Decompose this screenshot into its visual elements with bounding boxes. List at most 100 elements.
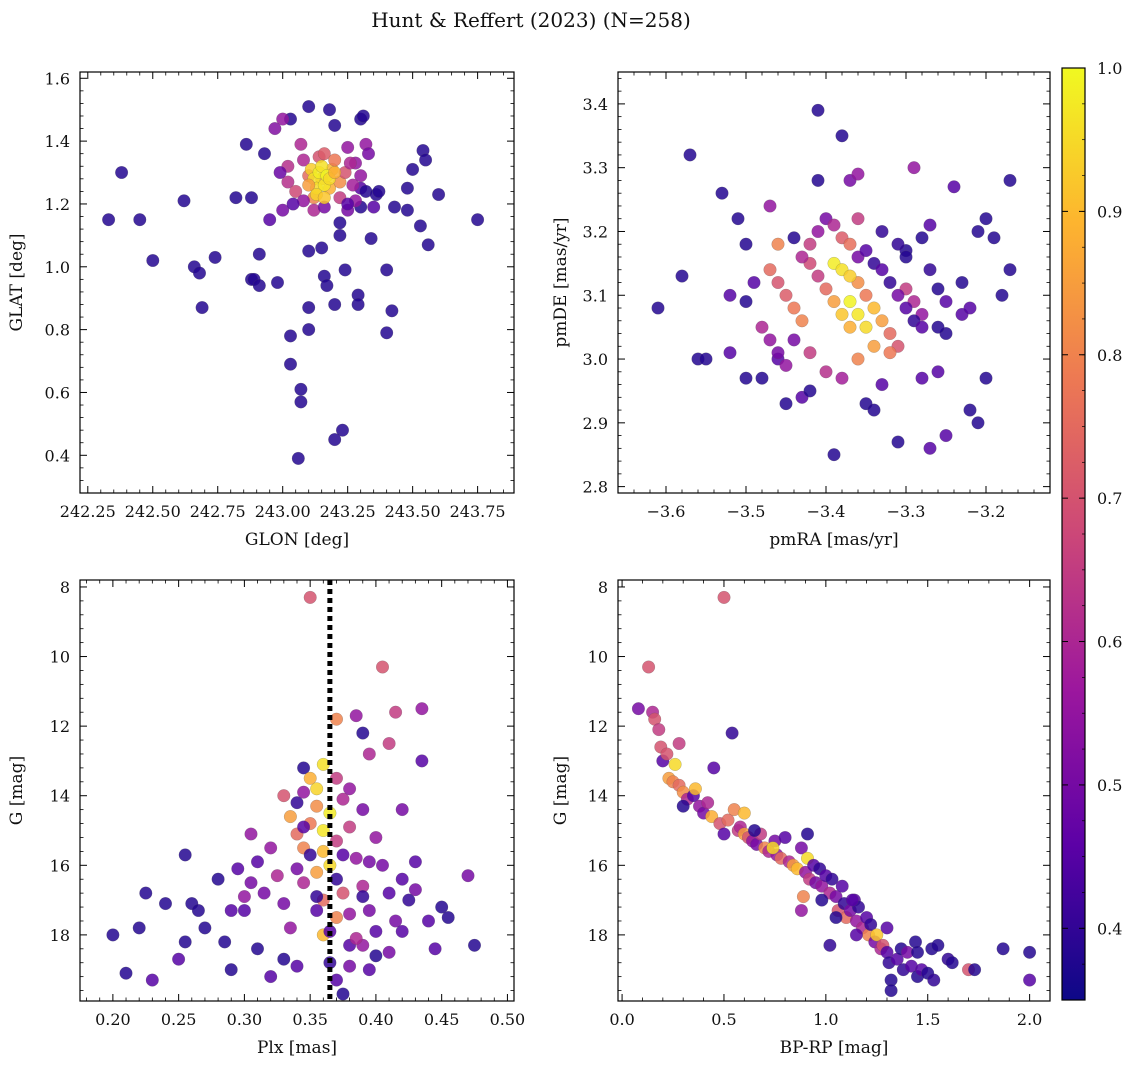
data-point bbox=[688, 782, 702, 796]
y-tick-label: 10 bbox=[588, 648, 608, 667]
data-point bbox=[294, 395, 308, 409]
data-point bbox=[779, 288, 793, 302]
data-point bbox=[851, 212, 865, 226]
data-point bbox=[979, 371, 993, 385]
data-point bbox=[415, 754, 429, 768]
data-point bbox=[723, 288, 737, 302]
data-point bbox=[859, 288, 873, 302]
data-point bbox=[376, 660, 390, 674]
data-point bbox=[939, 429, 953, 443]
colorbar-tick-label: 0.9 bbox=[1097, 202, 1122, 221]
data-point bbox=[264, 841, 278, 855]
x-axis-label: GLON [deg] bbox=[245, 530, 349, 550]
data-point bbox=[996, 942, 1010, 956]
color-magnitude-panel: 0.0 0.5 1.0 1.5 2.0 8 10 12 14 16 18 BP-RP [mag] G [… bbox=[551, 578, 1051, 1058]
data-point bbox=[683, 148, 697, 162]
data-point bbox=[875, 263, 889, 277]
data-point bbox=[362, 963, 376, 977]
data-point bbox=[721, 813, 735, 827]
y-tick-label: 3.3 bbox=[583, 159, 608, 178]
data-point bbox=[421, 238, 435, 252]
data-point bbox=[252, 279, 266, 293]
data-point bbox=[250, 942, 264, 956]
data-point bbox=[652, 723, 666, 737]
data-point bbox=[273, 165, 287, 179]
data-point bbox=[927, 973, 941, 987]
data-point bbox=[915, 371, 929, 385]
data-point bbox=[268, 122, 282, 136]
data-point bbox=[406, 162, 420, 176]
data-point bbox=[880, 921, 894, 935]
y-tick-label: 0.8 bbox=[45, 321, 70, 340]
data-point bbox=[237, 904, 251, 918]
data-point bbox=[419, 153, 433, 167]
data-point bbox=[302, 178, 316, 192]
data-point bbox=[286, 197, 300, 211]
data-point bbox=[303, 771, 317, 785]
data-point bbox=[178, 848, 192, 862]
data-point bbox=[302, 323, 316, 337]
colorbar-tick-label: 1.0 bbox=[1097, 59, 1122, 78]
data-point bbox=[717, 827, 731, 841]
cmd-points bbox=[631, 590, 1037, 998]
y-tick-label: 14 bbox=[50, 787, 70, 806]
data-point bbox=[302, 301, 316, 315]
data-point bbox=[642, 660, 656, 674]
data-point bbox=[819, 282, 833, 296]
data-point bbox=[294, 137, 308, 151]
data-point bbox=[987, 231, 1001, 245]
data-point bbox=[923, 263, 937, 277]
data-point bbox=[297, 820, 311, 834]
data-point bbox=[317, 191, 331, 205]
data-point bbox=[284, 357, 298, 371]
data-point bbox=[931, 282, 945, 296]
data-point bbox=[145, 973, 159, 987]
data-point bbox=[349, 709, 363, 723]
data-point bbox=[787, 231, 801, 245]
y-tick-label: 10 bbox=[50, 648, 70, 667]
data-point bbox=[310, 890, 324, 904]
data-point bbox=[297, 785, 311, 799]
data-point bbox=[651, 301, 665, 315]
data-point bbox=[310, 782, 324, 796]
data-point bbox=[336, 886, 350, 900]
x-tick-label: 1.5 bbox=[915, 1010, 940, 1029]
pm-points bbox=[651, 103, 1017, 462]
data-point bbox=[276, 203, 290, 217]
data-point bbox=[336, 848, 350, 862]
y-tick-label: 0.6 bbox=[45, 383, 70, 402]
data-point bbox=[115, 165, 129, 179]
data-point bbox=[258, 147, 272, 161]
colorbar-tick-label: 0.8 bbox=[1097, 346, 1122, 365]
data-point bbox=[815, 893, 829, 907]
x-tick-label: 0.45 bbox=[424, 1010, 460, 1029]
data-point bbox=[310, 799, 324, 813]
data-point bbox=[931, 320, 945, 334]
data-point bbox=[389, 705, 403, 719]
data-point bbox=[302, 244, 316, 258]
data-point bbox=[883, 276, 897, 290]
colorbar: 0.4 0.5 0.6 0.7 0.8 0.9 1.0 bbox=[1061, 59, 1122, 1001]
data-point bbox=[723, 346, 737, 360]
data-point bbox=[338, 263, 352, 277]
data-point bbox=[290, 959, 304, 973]
data-point bbox=[336, 792, 350, 806]
data-point bbox=[843, 320, 857, 334]
x-tick-label: 1.0 bbox=[813, 1010, 838, 1029]
colorbar-tick-label: 0.7 bbox=[1097, 489, 1122, 508]
y-axis-label: G [mag] bbox=[551, 756, 571, 825]
data-point bbox=[310, 865, 324, 879]
data-point bbox=[244, 191, 258, 205]
data-point bbox=[796, 890, 810, 904]
data-point bbox=[367, 200, 381, 214]
data-point bbox=[867, 403, 881, 417]
data-point bbox=[739, 237, 753, 251]
data-point bbox=[715, 186, 729, 200]
data-point bbox=[891, 435, 905, 449]
data-point bbox=[835, 371, 849, 385]
data-point bbox=[675, 269, 689, 283]
data-point bbox=[963, 301, 977, 315]
data-point bbox=[819, 365, 833, 379]
data-point bbox=[899, 250, 913, 264]
